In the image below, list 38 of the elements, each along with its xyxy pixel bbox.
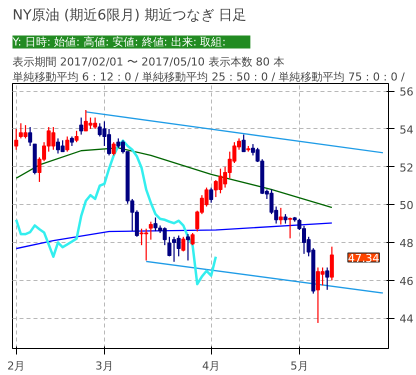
candlestick [74,130,79,143]
candlestick [112,142,116,156]
candlestick [330,246,334,281]
y-tick-label: 52 [400,161,414,174]
candlestick [181,236,186,252]
line-series [16,222,333,250]
text: 表示期間 2017/02/01 〜 2017/05/10 表示本数 80 本 [12,56,284,68]
candlestick [278,207,283,226]
candlestick [79,116,84,136]
annotation: 単純移動平均 6 : 12 : 0 / 単純移動平均 25 : 50 : 0 / 単純移動平均 75 : 0 : 0 / [12,70,406,84]
chart-title: NY原油 (期近6限月) 期近つなぎ 日足 [12,8,247,24]
x-tick-label: 5月 [290,360,308,372]
candlestick [28,126,32,147]
candlestick [209,187,214,204]
x-tick-label: 4月 [202,360,220,372]
candlestick [186,233,190,262]
x-tick-label: 3月 [95,360,114,372]
candlestick [190,232,195,246]
y-tick-label: 46 [400,274,414,288]
candlestick [65,136,70,152]
candlestick [148,221,153,240]
y-tick-label: 44 [400,312,414,326]
y-tick-label: 48 [400,237,414,250]
chart-subtitle: Y: 日時: 始値: 高値: 安値: 終値: 出来: 取組: [12,36,226,48]
y-tick-label: 56 [400,86,414,99]
candlestick [288,216,292,239]
candlestick [14,128,18,150]
candlestick [242,134,246,152]
line-series [16,147,333,208]
candlestick [325,266,330,290]
x-tick-label: 2月 [7,360,26,372]
candlestick [283,214,288,224]
candlestick [70,136,74,147]
y-tick-label: 50 [400,199,414,212]
candlestick [23,124,28,139]
line-series [14,139,218,286]
y-tick-label: 54 [400,123,414,136]
candlestick [140,228,144,246]
